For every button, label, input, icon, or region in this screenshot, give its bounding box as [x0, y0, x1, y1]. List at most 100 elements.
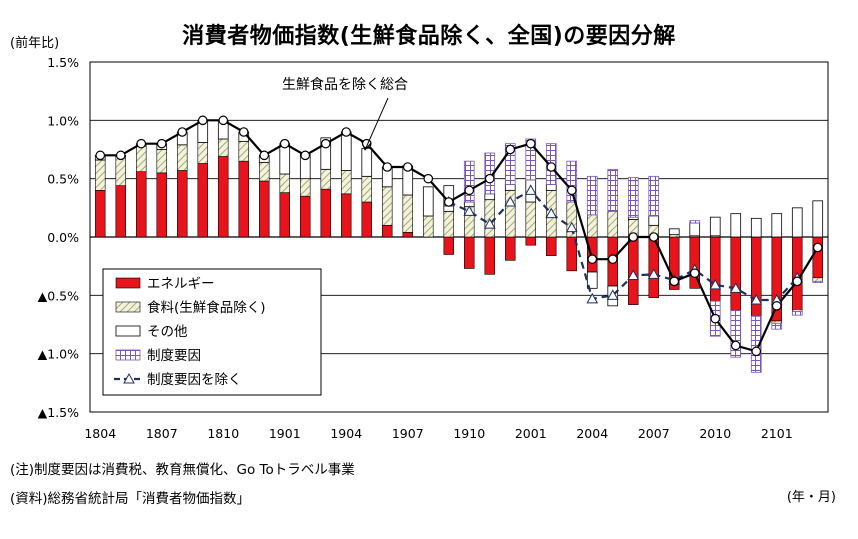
- y-tick-label: 0.5%: [47, 172, 79, 187]
- x-tick-label: 1804: [84, 426, 116, 440]
- y-tick-label: 1.5%: [47, 55, 79, 70]
- annotation-arrowhead: [360, 139, 372, 151]
- bar-food: [115, 156, 126, 186]
- bar-other: [648, 215, 660, 226]
- x-tick-label: 1907: [392, 426, 424, 440]
- bar-energy: [279, 192, 290, 238]
- point-core-cpi: [423, 173, 434, 184]
- bar-other: [771, 213, 783, 238]
- point-core-cpi: [218, 115, 229, 126]
- bar-food: [402, 194, 413, 233]
- point-excl-system: [750, 293, 763, 305]
- legend-swatch-food: [115, 301, 141, 313]
- point-excl-system: [606, 289, 619, 300]
- bar-energy: [136, 171, 147, 238]
- chart-title: 消費者物価指数(生鮮食品除く、全国)の要因分解: [182, 24, 676, 49]
- bar-other: [730, 213, 742, 238]
- point-core-cpi: [156, 138, 167, 149]
- bar-energy: [382, 225, 393, 238]
- point-excl-system: [463, 205, 476, 216]
- legend-item-food: 食料(生鮮食品除く): [115, 299, 266, 316]
- bar-other: [545, 184, 557, 191]
- bar-other: [320, 137, 332, 170]
- point-core-cpi: [607, 254, 618, 264]
- point-excl-system: [709, 278, 722, 290]
- bar-food: [259, 162, 270, 182]
- point-core-cpi: [484, 173, 495, 184]
- bar-other: [668, 228, 680, 236]
- legend-item-excl: 制度要因を除く: [114, 372, 242, 388]
- point-excl-system: [565, 221, 578, 233]
- bar-system: [566, 160, 578, 203]
- point-core-cpi: [279, 138, 290, 149]
- point-core-cpi: [710, 313, 721, 324]
- bar-energy: [218, 156, 229, 238]
- y-tick-label: ▲1.5%: [38, 405, 79, 420]
- note-source: (資料)総務省統計局「消費者物価指数」: [10, 491, 251, 507]
- y-unit-label: (前年比): [10, 36, 60, 51]
- bar-food: [525, 201, 536, 238]
- point-core-cpi: [443, 197, 454, 207]
- bar-other: [422, 186, 434, 217]
- x-tick-label: 1810: [207, 426, 239, 440]
- y-tick-label: ▲0.5%: [38, 288, 79, 303]
- bar-energy: [505, 236, 516, 261]
- bar-energy: [259, 180, 270, 238]
- x-tick-label: 1901: [269, 426, 301, 440]
- bar-food: [156, 149, 167, 174]
- bar-food: [443, 211, 454, 238]
- bar-food: [320, 169, 331, 190]
- point-core-cpi: [341, 127, 352, 137]
- bar-other: [586, 271, 598, 289]
- x-tick-label: 2004: [576, 426, 608, 440]
- bar-system: [812, 280, 824, 283]
- bar-other: [812, 200, 824, 238]
- bar-energy: [115, 185, 126, 238]
- legend-marker-excl: [123, 372, 135, 384]
- bar-other: [504, 184, 516, 191]
- y-tick-label: ▲1.0%: [38, 347, 79, 362]
- bar-energy: [402, 232, 413, 238]
- bar-energy: [710, 236, 721, 302]
- bar-food: [197, 142, 208, 164]
- legend-label-excl: 制度要因を除く: [147, 372, 242, 388]
- note-institutional: (注)制度要因は消費税、教育無償化、Go Toトラベル事業: [10, 462, 355, 478]
- bar-energy: [361, 201, 372, 238]
- bar-energy: [546, 236, 557, 256]
- bar-energy: [525, 236, 536, 246]
- x-tick-label: 1807: [146, 426, 178, 440]
- y-tick-label: 0.0%: [47, 230, 79, 245]
- x-tick-label: 2010: [699, 426, 731, 440]
- point-core-cpi: [136, 138, 147, 149]
- bar-other: [340, 131, 352, 171]
- bar-food: [423, 215, 434, 238]
- point-core-cpi: [587, 254, 598, 264]
- point-excl-system: [504, 195, 517, 207]
- x-tick-label: 2101: [761, 426, 793, 440]
- bar-system: [648, 175, 660, 217]
- point-core-cpi: [95, 150, 106, 161]
- point-core-cpi: [751, 346, 762, 357]
- bar-other: [791, 207, 803, 238]
- bar-food: [587, 214, 598, 238]
- legend-swatch-other: [115, 325, 141, 337]
- annotation-arrow: [364, 97, 389, 151]
- bar-food: [238, 141, 249, 162]
- point-core-cpi: [197, 115, 208, 126]
- bar-other: [361, 147, 373, 177]
- point-excl-system: [483, 218, 496, 229]
- point-excl-system: [627, 269, 640, 280]
- bar-energy: [300, 195, 311, 238]
- legend-label-food: 食料(生鮮食品除く): [147, 299, 266, 316]
- bar-system: [607, 168, 619, 212]
- bar-food: [177, 144, 188, 171]
- point-core-cpi: [177, 127, 188, 137]
- point-core-cpi: [566, 185, 577, 196]
- bar-system: [586, 175, 598, 216]
- bar-food: [607, 211, 618, 238]
- point-excl-system: [524, 184, 537, 195]
- point-core-cpi: [525, 138, 536, 149]
- point-core-cpi: [300, 150, 311, 161]
- chart-canvas: 1.5% 1.0% 0.5% 0.0% ▲0.5% ▲1.0% ▲1.5% 1804 1807…: [38, 55, 829, 440]
- bar-energy: [341, 193, 352, 238]
